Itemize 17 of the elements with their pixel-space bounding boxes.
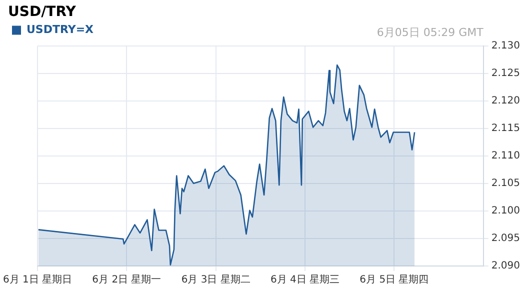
- chart-title: USD/TRY: [8, 4, 77, 20]
- x-tick-label: 6月 1日 星期日: [2, 274, 72, 286]
- legend-label: USDTRY=X: [26, 23, 94, 36]
- y-tick-label: 2.125: [491, 68, 520, 79]
- y-tick-label: 2.100: [491, 206, 520, 217]
- text: 6月05日 05:29 GMT: [376, 26, 484, 40]
- y-tick-label: 2.090: [491, 260, 520, 272]
- y-tick-label: 2.105: [491, 178, 520, 190]
- y-tick-label: 2.095: [491, 233, 520, 244]
- x-tick-label: 6月 3日 星期二: [181, 274, 250, 286]
- x-tick-label: 6月 4日 星期三: [270, 274, 340, 286]
- y-tick-label: 2.115: [491, 122, 520, 134]
- y-tick-label: 2.110: [491, 150, 520, 162]
- y-tick-label: 2.130: [491, 40, 520, 52]
- x-tick-label: 6月 5日 星期四: [360, 274, 429, 286]
- y-tick-label: 2.120: [491, 95, 520, 106]
- x-tick-label: 6月 2日 星期一: [92, 274, 162, 286]
